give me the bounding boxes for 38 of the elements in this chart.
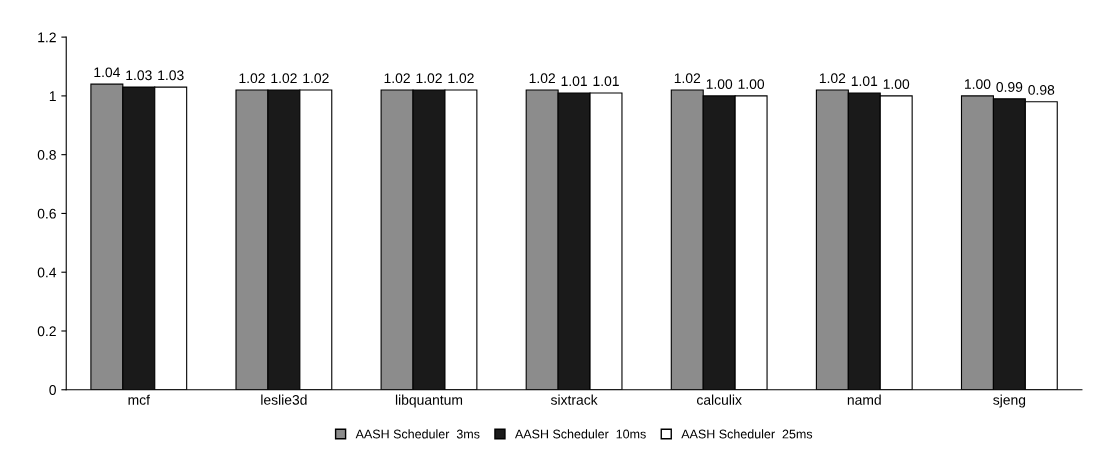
data-label: 1.03 — [158, 70, 184, 81]
data-label: 1.01 — [851, 76, 878, 87]
x-tick-label: libquantum — [395, 394, 463, 408]
data-label: 1.02 — [448, 73, 474, 84]
legend-label: AASH Scheduler 10ms — [514, 429, 646, 439]
x-tick-label: sjeng — [993, 394, 1026, 408]
data-label: 1.02 — [271, 73, 297, 84]
data-label: 1.02 — [529, 73, 555, 84]
data-label: 1.00 — [964, 79, 991, 89]
y-tick-label: 0.4 — [37, 267, 57, 278]
data-label: 1.02 — [674, 73, 701, 84]
x-tick-label: sixtrack — [550, 394, 598, 405]
data-label: 1.04 — [94, 67, 120, 78]
data-label: 1.02 — [303, 73, 329, 84]
data-label: 1.03 — [126, 70, 152, 81]
data-label: 1.02 — [416, 73, 442, 84]
y-tick-label: 0 — [49, 385, 56, 395]
x-tick-label: namd — [847, 394, 881, 405]
y-tick-label: 0.8 — [37, 150, 56, 160]
data-label: 1.01 — [561, 76, 587, 87]
data-label: 1.01 — [593, 76, 619, 87]
data-label: 1.00 — [706, 79, 733, 89]
data-label: 1.02 — [239, 73, 265, 84]
y-tick-label: 1 — [49, 91, 56, 101]
data-label: 1.02 — [819, 73, 846, 84]
x-tick-label: leslie3d — [261, 394, 307, 405]
data-label: 1.00 — [738, 79, 765, 89]
x-tick-label: calculix — [697, 394, 742, 405]
data-label: 1.02 — [384, 73, 410, 84]
y-tick-label: 1.2 — [38, 32, 56, 43]
data-label: 0.99 — [996, 82, 1023, 92]
data-label: 0.98 — [1028, 85, 1055, 95]
legend-label: AASH Scheduler 3ms — [355, 429, 480, 439]
y-tick-label: 0.6 — [37, 208, 56, 219]
y-tick-label: 0.2 — [37, 326, 56, 337]
x-tick-label: mcf — [128, 394, 150, 405]
legend-label: AASH Scheduler 25ms — [681, 429, 813, 439]
data-label: 1.00 — [883, 79, 910, 89]
